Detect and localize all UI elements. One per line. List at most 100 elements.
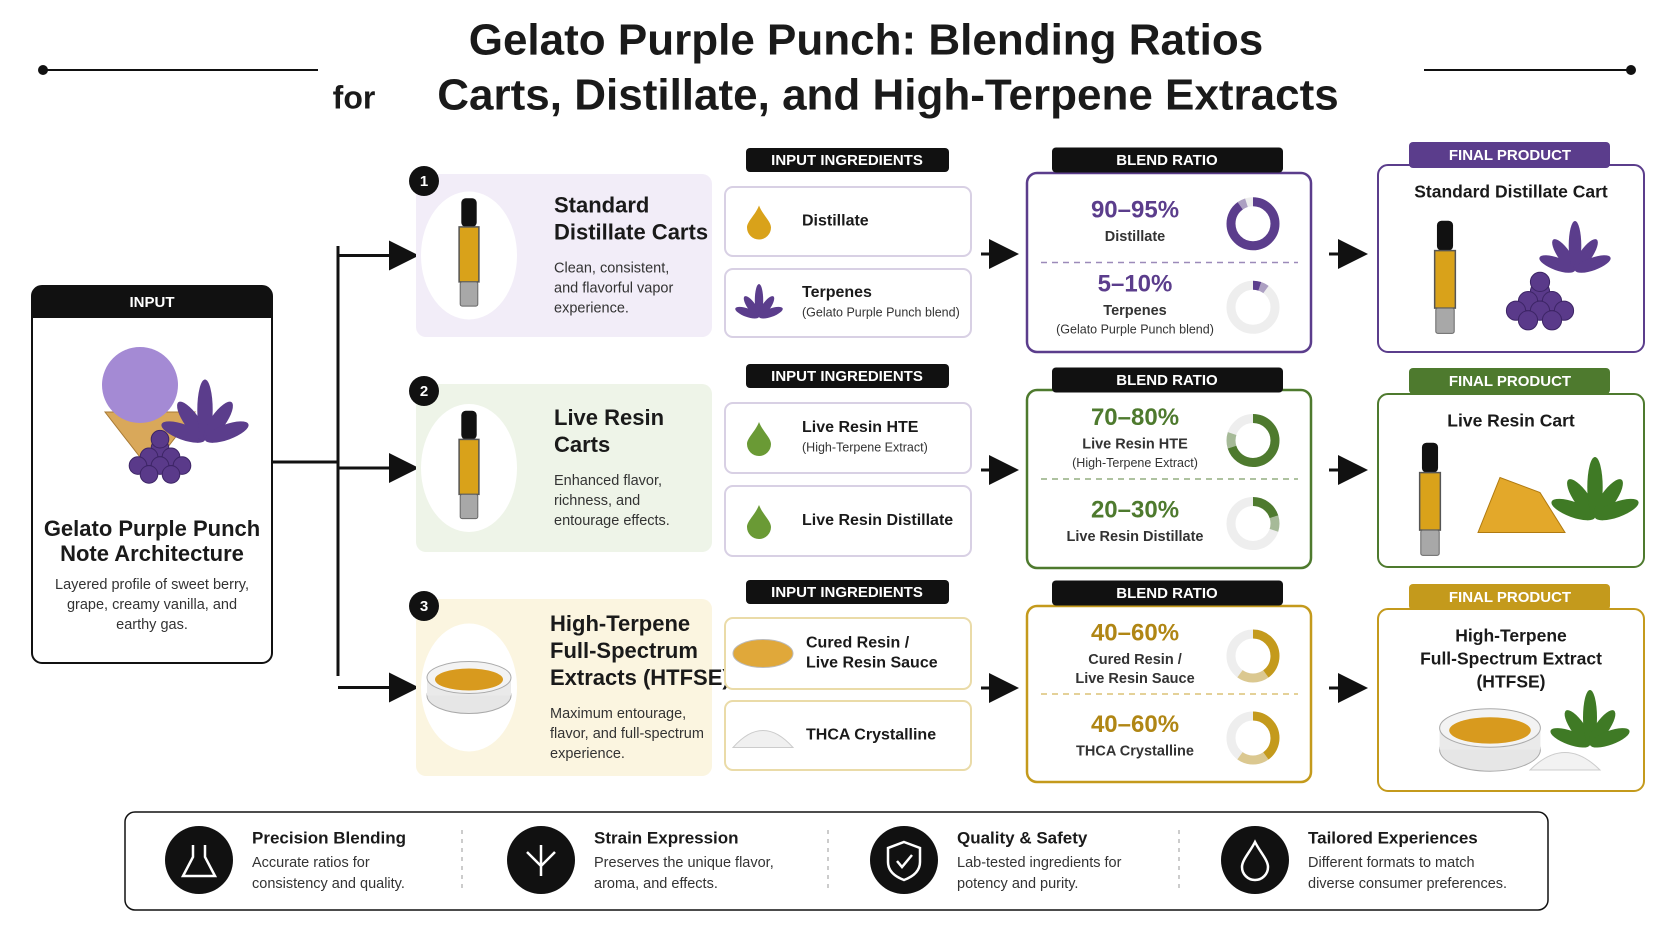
crystal: [1528, 752, 1602, 771]
leaf: [1550, 728, 1591, 748]
input-title: Gelato Purple Punch: [44, 516, 260, 541]
cart-base: [459, 281, 479, 307]
leaf: [1594, 498, 1639, 521]
final-title: Full-Spectrum Extract: [1420, 649, 1602, 669]
leaf: [203, 401, 233, 441]
ingredient-name: THCA Crystalline: [806, 727, 936, 744]
cart-glass: [1418, 471, 1442, 531]
feature-title: Precision Blending: [252, 828, 406, 847]
leaf: [1539, 255, 1576, 273]
step-badge: [409, 166, 439, 196]
final-header: [1409, 142, 1610, 168]
drop-glyph: [1240, 839, 1270, 882]
leaf: [177, 401, 207, 441]
ingredient-card: [724, 617, 972, 690]
ingredient-note: (Gelato Purple Punch blend): [802, 305, 960, 319]
cart-base: [1420, 529, 1440, 556]
leaf: [758, 296, 775, 318]
rule-dot: [38, 65, 48, 75]
blend-label: BLEND RATIO: [1116, 585, 1218, 602]
feature-description: consistency and quality.: [252, 876, 405, 892]
feature-title: Strain Expression: [594, 828, 739, 847]
subtitle-prefix: for: [333, 79, 376, 115]
ratio-label: 90–95%: [1091, 197, 1179, 224]
blend-label: BLEND RATIO: [1116, 152, 1218, 169]
product-title: Full-Spectrum: [550, 638, 698, 663]
final-title: Live Resin Cart: [1447, 411, 1575, 431]
leaf: [1564, 710, 1592, 746]
crystal-icon: [731, 730, 795, 748]
final-label: FINAL PRODUCT: [1449, 589, 1571, 606]
ingredient-card: [724, 402, 972, 474]
ingredients-label: INPUT INGREDIENTS: [771, 152, 923, 169]
ingredient-card: [724, 268, 972, 338]
cart-glass: [1433, 249, 1457, 309]
blend-header: [1052, 367, 1283, 393]
feature-description: diverse consumer preferences.: [1308, 876, 1507, 892]
donut-min: [1226, 497, 1280, 550]
ingredient-name: Live Resin Sauce: [806, 655, 938, 672]
ratio-name: Live Resin HTE: [1082, 436, 1188, 452]
drop-icon: [747, 205, 771, 240]
leaf: [1593, 479, 1623, 519]
ingredient-card: [724, 485, 972, 557]
final-label: FINAL PRODUCT: [1449, 147, 1571, 164]
cart-tip: [1421, 442, 1439, 473]
feature-title: Tailored Experiences: [1308, 828, 1478, 847]
leaf: [1589, 728, 1630, 748]
leaf: [743, 296, 760, 318]
ingredients-label: INPUT INGREDIENTS: [771, 584, 923, 601]
feature-icon: [165, 826, 233, 894]
ingredient-name: Live Resin Distillate: [802, 512, 953, 529]
leaf: [1573, 239, 1598, 271]
donut-min: [1226, 711, 1280, 765]
blend-box: [1025, 604, 1313, 784]
ratio-name: Cured Resin /: [1088, 652, 1181, 668]
feature-description: Different formats to match: [1308, 855, 1475, 871]
grape: [150, 429, 170, 449]
donut-min: [1226, 197, 1280, 251]
final-title: Standard Distillate Cart: [1414, 182, 1608, 202]
leaf: [161, 421, 206, 443]
grape: [139, 465, 159, 484]
grape: [161, 465, 181, 484]
product-description: flavor, and full-spectrum: [550, 726, 704, 742]
leaf: [758, 306, 783, 319]
blend-header: [1052, 147, 1283, 173]
blend-box: [1025, 171, 1313, 354]
feature-description: Accurate ratios for: [252, 855, 370, 871]
cart-base: [1435, 307, 1455, 334]
donut-min: [1226, 629, 1280, 683]
input-description: Layered profile of sweet berry,: [55, 577, 249, 593]
grape: [1541, 310, 1563, 331]
feature-description: potency and purity.: [957, 876, 1078, 892]
product-title: Carts: [554, 432, 610, 457]
ratio-note: (High-Terpene Extract): [1072, 456, 1198, 470]
ratio-note: (Gelato Purple Punch blend): [1056, 323, 1214, 337]
input-label: INPUT: [130, 294, 175, 311]
ratio-name: Terpenes: [1103, 303, 1166, 319]
ingredient-name: Terpenes: [802, 284, 872, 301]
leaf-glyph: [526, 845, 556, 876]
leaf: [204, 421, 249, 443]
cart-glass: [458, 226, 480, 283]
product-title: Distillate Carts: [554, 219, 708, 244]
donut-range: [1226, 711, 1280, 765]
step-badge: [409, 376, 439, 406]
cart-tip: [1436, 220, 1454, 251]
step-number: 2: [420, 383, 428, 400]
feature-title: Quality & Safety: [957, 828, 1088, 847]
ingredients-header: [746, 148, 949, 172]
subtitle: Carts, Distillate, and High-Terpene Extr…: [437, 71, 1338, 120]
ratio-label: 5–10%: [1098, 271, 1173, 298]
drop-icon: [747, 505, 771, 539]
ingredient-card: [724, 700, 972, 771]
donut-min: [1226, 414, 1280, 467]
ratio-label: 40–60%: [1091, 711, 1179, 738]
final-label: FINAL PRODUCT: [1449, 373, 1571, 390]
donut-range: [1226, 629, 1280, 683]
product-description: entourage effects.: [554, 513, 670, 529]
resin: [1449, 717, 1531, 744]
feature-icon: [1221, 826, 1289, 894]
